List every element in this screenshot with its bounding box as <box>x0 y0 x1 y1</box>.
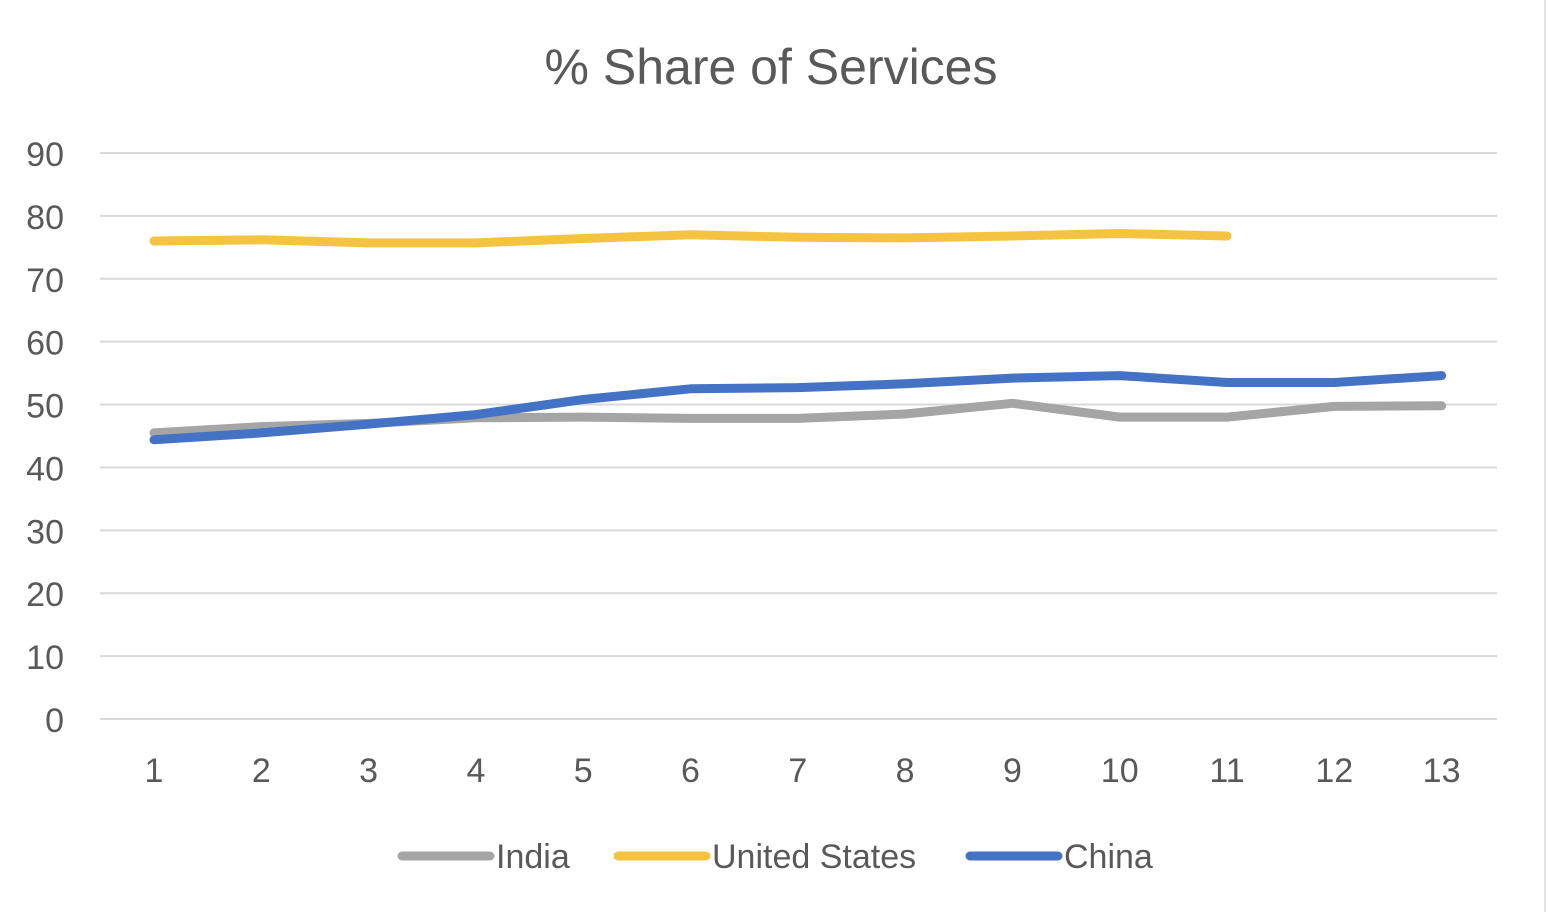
x-tick-label: 5 <box>574 752 593 790</box>
x-tick-label: 10 <box>1101 752 1139 790</box>
y-tick-label: 90 <box>26 136 64 174</box>
x-tick-label: 3 <box>359 752 378 790</box>
y-tick-label: 0 <box>45 702 64 740</box>
series-line-china <box>149 371 1447 445</box>
x-tick-label: 8 <box>896 752 915 790</box>
y-tick-label: 40 <box>26 450 64 488</box>
y-tick-label: 10 <box>26 639 64 677</box>
y-axis-tick-labels: 0 10 20 30 40 50 60 70 80 90 <box>26 136 64 740</box>
series-line-united-states <box>149 229 1232 248</box>
legend: India United States China <box>397 838 1153 876</box>
x-tick-label: 7 <box>788 752 807 790</box>
x-axis-tick-labels: 1 2 3 4 5 6 7 8 9 10 11 12 13 <box>145 752 1461 790</box>
legend-label: India <box>496 838 570 876</box>
y-tick-label: 20 <box>26 576 64 614</box>
legend-label: China <box>1064 838 1153 876</box>
x-tick-label: 12 <box>1315 752 1353 790</box>
panel-edge <box>1544 0 1546 912</box>
x-tick-label: 13 <box>1423 752 1461 790</box>
series-lines <box>149 229 1447 445</box>
x-tick-label: 6 <box>681 752 700 790</box>
gridlines <box>100 152 1497 720</box>
y-tick-label: 80 <box>26 199 64 237</box>
x-tick-label: 11 <box>1209 752 1244 790</box>
y-tick-label: 50 <box>26 388 64 426</box>
y-tick-label: 60 <box>26 325 64 363</box>
y-tick-label: 70 <box>26 262 64 300</box>
y-tick-label: 30 <box>26 513 64 551</box>
chart-title: % Share of Services <box>545 39 998 95</box>
x-tick-label: 2 <box>252 752 271 790</box>
legend-label: United States <box>712 838 916 876</box>
x-tick-label: 1 <box>145 752 164 790</box>
x-tick-label: 9 <box>1003 752 1022 790</box>
x-tick-label: 4 <box>466 752 485 790</box>
